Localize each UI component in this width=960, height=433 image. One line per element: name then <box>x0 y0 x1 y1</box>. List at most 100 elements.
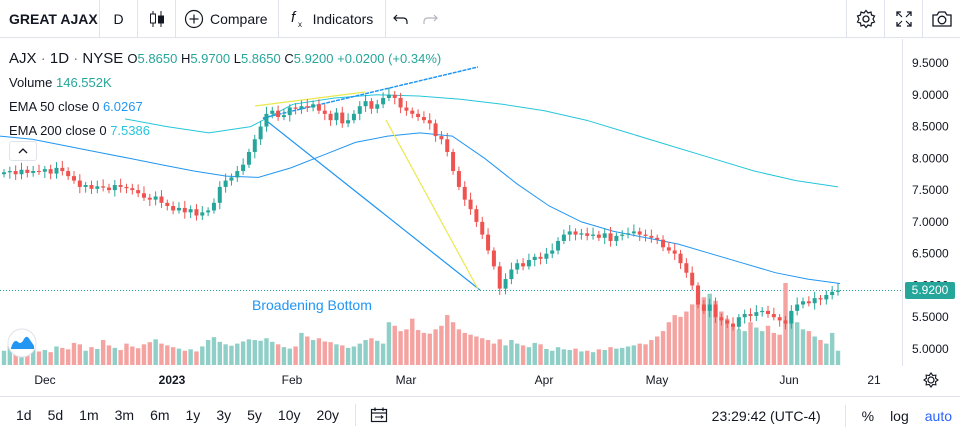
legend-ema50-row[interactable]: EMA 50 close 0 6.0267 <box>9 95 441 119</box>
range-button-10y[interactable]: 10y <box>277 407 301 423</box>
volume-bars <box>1 283 841 365</box>
range-button-5y[interactable]: 5y <box>247 407 262 423</box>
chart-type-button[interactable] <box>138 0 176 38</box>
range-button-1d[interactable]: 1d <box>16 407 32 423</box>
percent-scale-toggle[interactable]: % <box>861 407 875 424</box>
volume-bar <box>340 345 345 365</box>
legend-collapse-button[interactable] <box>9 141 37 161</box>
candle <box>118 178 123 193</box>
legend-close: 5.9200 <box>293 51 334 66</box>
volume-bar <box>555 347 561 365</box>
top-toolbar: GREAT AJAX D Compare f x Indicators <box>0 0 960 38</box>
legend-ema50-label: EMA 50 close 0 <box>9 99 100 114</box>
volume-bar <box>794 322 800 365</box>
time-tick-label: Mar <box>396 373 417 387</box>
candle <box>538 252 543 265</box>
range-button-5d[interactable]: 5d <box>47 407 64 423</box>
candle <box>31 165 36 177</box>
legend-volume-row[interactable]: Volume 146.552K <box>9 71 441 95</box>
time-tick-label: May <box>646 373 669 387</box>
candle <box>556 237 561 255</box>
legend-low: 5.8650 <box>240 51 281 66</box>
volume-bar <box>54 346 59 365</box>
legend-sep: · <box>40 50 46 67</box>
volume-bar <box>159 343 164 365</box>
settings-button[interactable] <box>846 0 884 38</box>
fullscreen-button[interactable] <box>884 0 922 38</box>
volume-bar <box>223 344 228 365</box>
candle <box>276 105 281 121</box>
logo-icon <box>7 328 37 358</box>
candle <box>322 104 327 121</box>
candle <box>439 131 444 145</box>
clock-time[interactable]: 23:29:42 (UTC-4) <box>711 407 821 424</box>
candle <box>468 192 473 215</box>
candle <box>211 198 216 214</box>
compare-button[interactable]: Compare <box>176 0 279 38</box>
volume-bar <box>170 347 176 365</box>
snapshot-button[interactable] <box>922 0 960 38</box>
candle <box>631 224 636 237</box>
range-button-3m[interactable]: 3m <box>114 407 135 423</box>
candle <box>696 282 701 309</box>
volume-bar <box>13 352 18 365</box>
candle <box>293 103 298 115</box>
candle <box>806 296 811 307</box>
bottom-toolbar: 1d 5d 1m 3m 6m 1y 3y 5y 10y 20y 23:29:42 (UTC-4) … <box>0 396 960 433</box>
volume-bar <box>95 348 100 365</box>
range-divider <box>355 404 357 426</box>
candle <box>410 107 415 119</box>
candle <box>124 183 129 194</box>
redo-icon[interactable] <box>422 12 438 26</box>
auto-scale-toggle[interactable]: auto <box>924 407 952 424</box>
range-button-20y[interactable]: 20y <box>316 407 340 423</box>
volume-bar <box>345 347 351 365</box>
legend-ema200-row[interactable]: EMA 200 close 0 7.5386 <box>9 119 441 143</box>
legend-ema200-value: 7.5386 <box>110 123 150 138</box>
volume-bar <box>60 347 65 365</box>
volume-bar <box>631 345 637 365</box>
candle <box>661 235 666 252</box>
range-button-3y[interactable]: 3y <box>216 407 232 423</box>
volume-bar <box>689 304 695 365</box>
svg-text:x: x <box>298 20 302 29</box>
volume-bar <box>550 350 555 365</box>
svg-text:f: f <box>291 9 297 26</box>
candle <box>795 297 800 316</box>
volume-bar <box>695 290 701 365</box>
symbol-search[interactable]: GREAT AJAX <box>0 0 100 38</box>
ema200-line <box>124 94 839 188</box>
range-button-6m[interactable]: 6m <box>150 407 170 423</box>
candle <box>252 134 257 159</box>
interval-label: D <box>113 10 124 27</box>
range-button-1y[interactable]: 1y <box>185 407 201 423</box>
volume-bar <box>637 343 642 365</box>
range-button-1m[interactable]: 1m <box>79 407 99 423</box>
volume-bar <box>800 329 806 365</box>
undo-icon[interactable] <box>392 12 409 26</box>
log-scale-toggle[interactable]: log <box>890 407 909 424</box>
volume-bar <box>713 300 718 365</box>
volume-bar <box>42 350 48 365</box>
price-tick-label: 5.0000 <box>912 342 949 356</box>
legend-open-label: O <box>127 51 138 66</box>
volume-bar <box>211 337 217 365</box>
volume-bar <box>182 350 187 365</box>
volume-bar <box>71 342 77 365</box>
candle <box>36 164 41 175</box>
volume-bar <box>742 331 747 365</box>
candle <box>392 90 397 105</box>
candle <box>789 305 794 329</box>
volume-bar <box>415 330 421 365</box>
axis-settings-icon[interactable] <box>923 372 939 388</box>
tradingview-logo[interactable] <box>6 328 38 358</box>
price-chart[interactable]: 9.5000 9.0000 8.5000 8.0000 7.5000 7.0000 6.50… <box>0 0 960 366</box>
price-axis[interactable]: 9.5000 9.0000 8.5000 8.0000 7.5000 7.0000 6.50… <box>912 56 949 356</box>
indicators-button[interactable]: f x Indicators <box>279 0 387 38</box>
candle <box>369 97 374 114</box>
time-axis[interactable]: Dec 2023 Feb Mar Apr May Jun 21 <box>0 366 960 396</box>
goto-date-button[interactable] <box>364 407 394 423</box>
candle <box>503 273 508 295</box>
interval-button[interactable]: D <box>100 0 138 38</box>
candle <box>445 132 450 157</box>
